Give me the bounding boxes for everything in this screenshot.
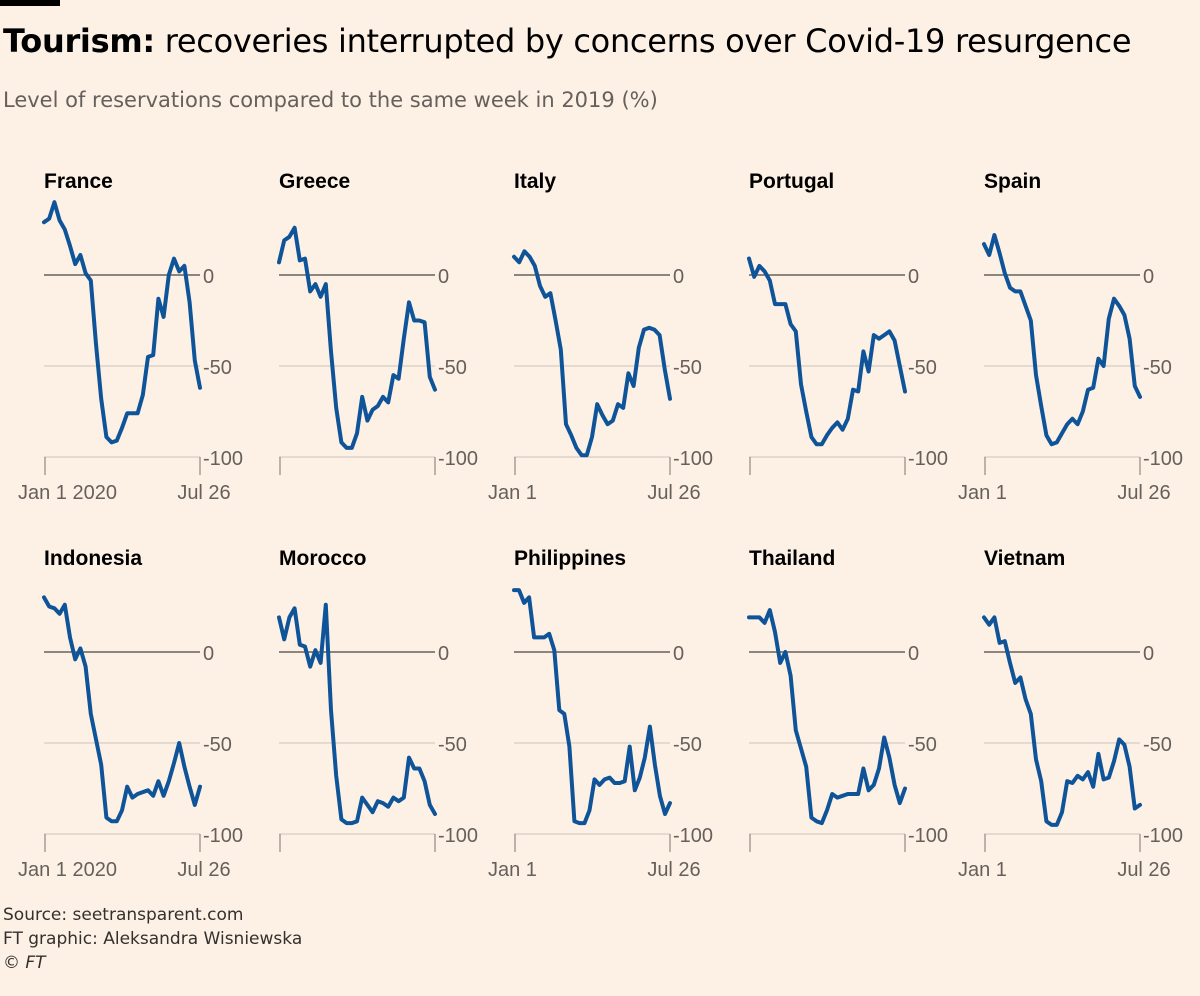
y-tick-label: -50 (673, 357, 702, 379)
panel-philippines: Philippines 0 -50 -100 Jan 1 Jul 26 (488, 547, 713, 881)
source-note: Source: seetransparent.com (3, 905, 244, 925)
panel-thailand: Thailand 0 -50 -100 (747, 547, 948, 852)
panel-greece: Greece 0 -50 -100 (277, 170, 478, 475)
panel-title: Thailand (749, 547, 835, 570)
x-tick-label: Jul 26 (647, 859, 700, 881)
chart-subtitle: Level of reservations compared to the sa… (3, 88, 658, 112)
x-tick-label: Jul 26 (177, 482, 230, 504)
y-tick-label: 0 (438, 266, 449, 288)
panel-title: Vietnam (984, 547, 1065, 570)
y-tick-label: -50 (908, 357, 937, 379)
y-tick-label: 0 (673, 643, 684, 665)
y-tick-label: -100 (203, 448, 243, 470)
chart-title: Tourism: recoveries interrupted by conce… (3, 22, 1132, 60)
x-tick-label: Jan 1 2020 (18, 482, 117, 504)
y-tick-label: 0 (673, 266, 684, 288)
y-tick-label: -100 (908, 448, 948, 470)
x-tick-label: Jul 26 (647, 482, 700, 504)
x-tick-label: Jan 1 (958, 859, 1007, 881)
copyright-note: © FT (3, 953, 46, 973)
series-line (747, 608, 907, 826)
credit-note: FT graphic: Aleksandra Wisniewska (3, 929, 303, 949)
panel-indonesia: Indonesia 0 -50 -100 Jan 1 2020 Jul 26 (18, 547, 243, 881)
footer: Source: seetransparent.com FT graphic: A… (3, 903, 302, 975)
y-tick-label: -50 (438, 734, 467, 756)
x-tick-label: Jan 1 (958, 482, 1007, 504)
panel-title: Spain (984, 170, 1041, 193)
y-tick-label: -50 (673, 734, 702, 756)
y-tick-label: -50 (438, 357, 467, 379)
y-tick-label: 0 (908, 643, 919, 665)
panel-title: France (44, 170, 113, 193)
panel-title: Indonesia (44, 547, 142, 570)
x-tick-label: Jan 1 (488, 859, 537, 881)
y-tick-label: 0 (1143, 643, 1154, 665)
y-tick-label: 0 (203, 266, 214, 288)
y-tick-label: -100 (908, 825, 948, 847)
y-tick-label: -100 (673, 825, 713, 847)
x-tick-label: Jul 26 (1117, 482, 1170, 504)
panel-france: France 0 -50 -100 Jan 1 2020 Jul 26 (18, 170, 243, 504)
y-tick-label: -100 (1143, 825, 1183, 847)
y-tick-label: -50 (203, 357, 232, 379)
panel-title: Italy (514, 170, 556, 193)
series-line (277, 225, 437, 450)
panel-portugal: Portugal 0 -50 -100 (747, 170, 948, 475)
y-tick-label: -100 (438, 448, 478, 470)
series-line (982, 233, 1142, 447)
panel-italy: Italy 0 -50 -100 Jan 1 Jul 26 (488, 170, 713, 504)
y-tick-label: 0 (203, 643, 214, 665)
y-tick-label: -100 (1143, 448, 1183, 470)
x-tick-label: Jan 1 (488, 482, 537, 504)
y-tick-label: -50 (203, 734, 232, 756)
series-line (42, 595, 202, 824)
panel-morocco: Morocco 0 -50 -100 (277, 547, 478, 852)
x-tick-label: Jul 26 (177, 859, 230, 881)
series-line (277, 602, 437, 826)
series-line (512, 249, 672, 458)
y-tick-label: -100 (203, 825, 243, 847)
panel-title: Greece (279, 170, 350, 193)
x-tick-label: Jan 1 2020 (18, 859, 117, 881)
series-line (747, 256, 907, 447)
title-rest: recoveries interrupted by concerns over … (154, 22, 1132, 60)
y-tick-label: 0 (438, 643, 449, 665)
y-tick-label: -100 (438, 825, 478, 847)
y-tick-label: -50 (908, 734, 937, 756)
panel-title: Morocco (279, 547, 367, 570)
panel-title: Philippines (514, 547, 626, 570)
y-tick-label: -50 (1143, 357, 1172, 379)
y-tick-label: 0 (1143, 266, 1154, 288)
panel-vietnam: Vietnam 0 -50 -100 Jan 1 Jul 26 (958, 547, 1183, 881)
series-line (42, 200, 202, 445)
series-line (512, 588, 672, 826)
y-tick-label: 0 (908, 266, 919, 288)
y-tick-label: -50 (1143, 734, 1172, 756)
series-line (982, 615, 1142, 827)
y-tick-label: -100 (673, 448, 713, 470)
x-tick-label: Jul 26 (1117, 859, 1170, 881)
header-bar (0, 0, 60, 6)
panel-spain: Spain 0 -50 -100 Jan 1 Jul 26 (958, 170, 1183, 504)
title-bold: Tourism: (3, 22, 155, 60)
panel-title: Portugal (749, 170, 834, 193)
